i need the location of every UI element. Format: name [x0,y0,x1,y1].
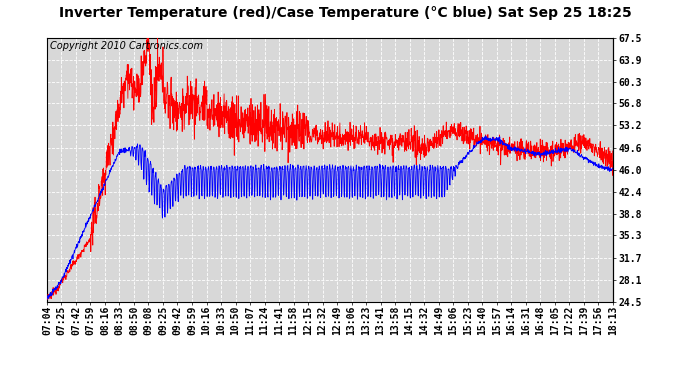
Text: Inverter Temperature (red)/Case Temperature (°C blue) Sat Sep 25 18:25: Inverter Temperature (red)/Case Temperat… [59,6,631,20]
Text: Copyright 2010 Cartronics.com: Copyright 2010 Cartronics.com [50,42,203,51]
